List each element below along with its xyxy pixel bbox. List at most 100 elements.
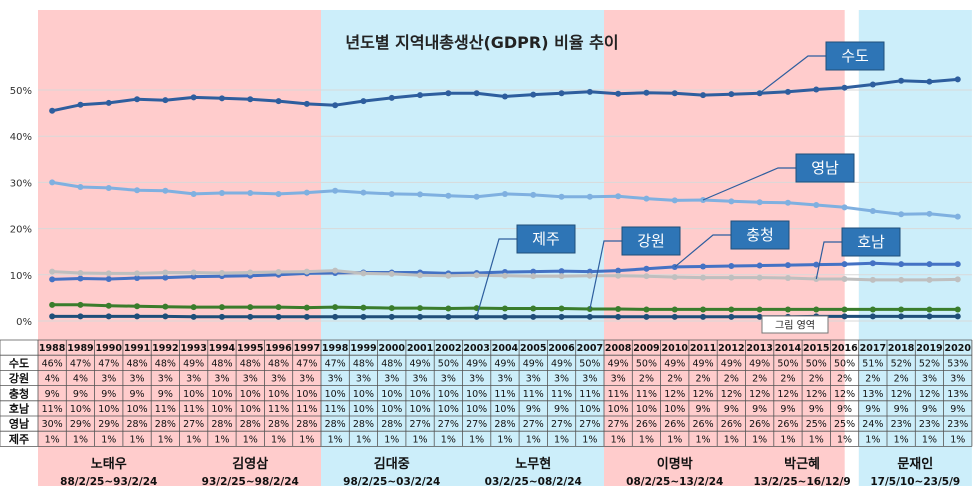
cell-0-28: 50%: [834, 358, 855, 369]
cell-5-26: 1%: [780, 434, 795, 445]
cell-4-11: 28%: [353, 419, 374, 430]
series-point-0-28: [842, 85, 848, 91]
cell-4-13: 27%: [409, 419, 430, 430]
president-name-3: 노무현: [515, 456, 551, 472]
series-point-4-8: [276, 191, 282, 197]
cell-0-13: 49%: [409, 358, 430, 369]
cell-4-15: 27%: [466, 419, 487, 430]
cell-2-14: 10%: [438, 389, 459, 400]
cell-3-9: 11%: [296, 404, 317, 415]
series-point-5-9: [304, 314, 310, 320]
series-point-4-9: [304, 190, 310, 196]
cell-3-28: 9%: [837, 404, 852, 415]
cell-4-27: 25%: [806, 419, 827, 430]
cell-2-7: 10%: [240, 389, 261, 400]
cell-5-9: 1%: [299, 434, 314, 445]
cell-2-2: 9%: [101, 389, 116, 400]
cell-5-1: 1%: [73, 434, 88, 445]
series-point-1-14: [445, 306, 451, 312]
cell-0-18: 49%: [551, 358, 572, 369]
cell-0-2: 47%: [98, 358, 119, 369]
series-point-3-24: [728, 275, 734, 281]
cell-2-4: 9%: [158, 389, 173, 400]
cell-1-17: 3%: [526, 374, 541, 385]
cell-5-29: 1%: [865, 434, 880, 445]
president-term-4: 08/2/25~13/2/24: [626, 476, 723, 488]
cell-4-19: 27%: [579, 419, 600, 430]
year-header-2009: 2009: [633, 343, 659, 354]
cell-4-3: 28%: [126, 419, 147, 430]
cell-5-22: 1%: [667, 434, 682, 445]
series-point-5-31: [926, 313, 932, 319]
series-point-0-3: [134, 96, 140, 102]
year-header-2020: 2020: [945, 343, 972, 354]
cell-1-7: 3%: [243, 374, 258, 385]
series-point-4-7: [247, 190, 253, 196]
cell-5-4: 1%: [158, 434, 173, 445]
cell-1-19: 3%: [582, 374, 597, 385]
cell-0-24: 49%: [721, 358, 742, 369]
cell-2-12: 10%: [381, 389, 402, 400]
cell-5-21: 1%: [639, 434, 654, 445]
cell-4-29: 24%: [862, 419, 883, 430]
year-header-1995: 1995: [237, 343, 263, 354]
cell-1-11: 3%: [356, 374, 371, 385]
cell-4-16: 28%: [494, 419, 515, 430]
series-point-1-31: [926, 306, 932, 312]
cell-2-31: 12%: [919, 389, 940, 400]
series-point-3-21: [643, 273, 649, 279]
cell-5-15: 1%: [469, 434, 484, 445]
cell-0-10: 47%: [325, 358, 346, 369]
cell-1-25: 2%: [752, 374, 767, 385]
series-point-4-31: [926, 211, 932, 217]
cell-5-17: 1%: [526, 434, 541, 445]
series-point-4-14: [445, 193, 451, 199]
series-point-4-3: [134, 187, 140, 193]
cell-3-20: 10%: [608, 404, 629, 415]
series-point-5-29: [870, 313, 876, 319]
series-point-0-1: [77, 102, 83, 108]
cell-2-3: 9%: [130, 389, 145, 400]
cell-4-0: 30%: [42, 419, 63, 430]
cell-4-18: 27%: [551, 419, 572, 430]
series-point-1-26: [785, 306, 791, 312]
president-term-5: 13/2/25~16/12/9: [753, 476, 850, 488]
year-header-1992: 1992: [152, 343, 178, 354]
series-point-4-11: [360, 190, 366, 196]
callout-label-5: 호남: [857, 233, 885, 251]
cell-2-32: 13%: [947, 389, 968, 400]
cell-3-22: 10%: [664, 404, 685, 415]
cell-2-28: 12%: [834, 389, 855, 400]
cell-3-11: 10%: [353, 404, 374, 415]
cell-5-32: 1%: [950, 434, 965, 445]
cell-0-29: 51%: [862, 358, 883, 369]
series-point-1-6: [219, 304, 225, 310]
president-term-1: 93/2/25~98/2/24: [202, 476, 299, 488]
cell-5-0: 1%: [45, 434, 60, 445]
cell-0-5: 49%: [183, 358, 204, 369]
series-point-2-24: [728, 263, 734, 269]
cell-0-17: 49%: [523, 358, 544, 369]
series-point-0-6: [219, 95, 225, 101]
cell-0-16: 49%: [494, 358, 515, 369]
year-header-1988: 1988: [39, 343, 66, 354]
president-name-0: 노태우: [91, 457, 127, 472]
series-point-5-14: [445, 314, 451, 320]
cell-4-17: 27%: [523, 419, 544, 430]
president-name-2: 김대중: [374, 457, 410, 472]
cell-1-14: 3%: [441, 374, 456, 385]
cell-1-0: 4%: [45, 374, 60, 385]
cell-3-0: 11%: [42, 404, 63, 415]
series-point-1-27: [813, 306, 819, 312]
cell-3-27: 9%: [809, 404, 824, 415]
cell-5-2: 1%: [101, 434, 116, 445]
series-point-1-0: [49, 302, 55, 308]
cell-5-8: 1%: [271, 434, 286, 445]
series-point-5-28: [842, 313, 848, 319]
cell-2-21: 11%: [636, 389, 657, 400]
y-tick-label-5: 50%: [10, 86, 32, 97]
series-point-4-16: [502, 191, 508, 197]
cell-0-30: 52%: [891, 358, 912, 369]
